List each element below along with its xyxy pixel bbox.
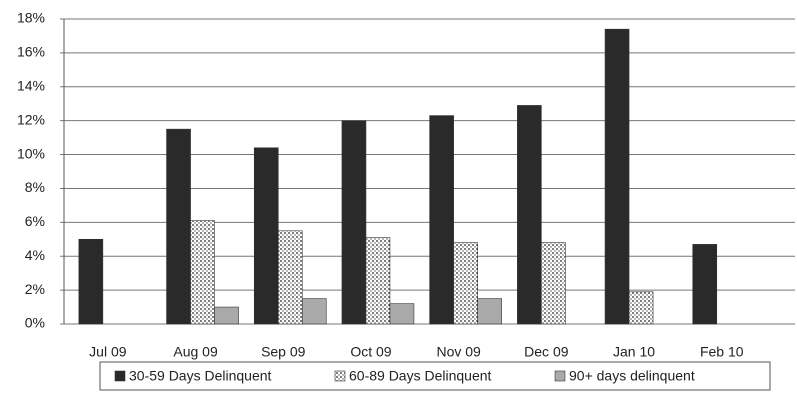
legend-label: 90+ days delinquent: [569, 368, 695, 384]
bar: [253, 147, 279, 325]
y-tick-label: 6%: [25, 213, 45, 229]
bar: [214, 306, 239, 325]
bar: [517, 105, 542, 325]
y-tick-label: 16%: [17, 44, 45, 60]
bar: [365, 237, 391, 325]
bar: [604, 28, 630, 325]
y-tick-label: 8%: [25, 179, 45, 195]
y-tick-label: 4%: [25, 247, 45, 263]
y-tick-label: 0%: [25, 315, 45, 331]
x-tick-label: Aug 09: [173, 344, 218, 360]
y-tick-label: 18%: [17, 10, 45, 26]
y-tick-label: 2%: [25, 281, 45, 297]
y-tick-label: 12%: [17, 111, 45, 127]
legend-swatch: [114, 370, 126, 382]
x-tick-label: Feb 10: [700, 344, 744, 360]
y-tick-label: 14%: [17, 77, 45, 93]
bar: [78, 238, 104, 325]
x-tick-label: Oct 09: [350, 344, 391, 360]
bar: [453, 242, 478, 325]
bar: [389, 303, 415, 325]
legend-label: 60-89 Days Delinquent: [349, 368, 492, 384]
legend-box: [99, 361, 771, 391]
bar: [628, 291, 654, 325]
bar: [166, 128, 191, 325]
legend-label: 30-59 Days Delinquent: [129, 368, 272, 384]
x-tick-label: Sep 09: [261, 344, 306, 360]
bar: [541, 242, 566, 325]
x-tick-label: Jul 09: [89, 344, 127, 360]
bar: [341, 120, 367, 325]
bar: [429, 115, 454, 325]
bar: [190, 220, 215, 325]
bar: [277, 230, 303, 325]
bar: [692, 244, 718, 325]
x-tick-label: Nov 09: [436, 344, 481, 360]
x-tick-label: Jan 10: [613, 344, 655, 360]
legend-swatch: [334, 370, 346, 382]
bar: [477, 298, 502, 325]
x-tick-label: Dec 09: [524, 344, 569, 360]
bar: [301, 298, 327, 325]
legend-swatch: [554, 370, 566, 382]
y-tick-label: 10%: [17, 145, 45, 161]
